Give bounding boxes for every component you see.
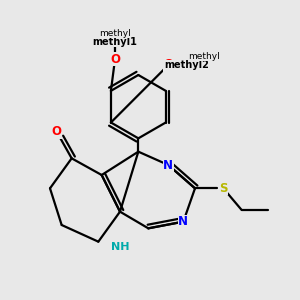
Text: NH: NH xyxy=(111,242,129,252)
Text: O: O xyxy=(110,53,120,66)
Text: methyl: methyl xyxy=(188,52,220,61)
Text: S: S xyxy=(219,182,228,195)
Text: methyl: methyl xyxy=(99,29,131,38)
Text: methyl2: methyl2 xyxy=(164,60,209,70)
Text: O: O xyxy=(163,58,173,71)
Text: methyl1: methyl1 xyxy=(93,37,137,47)
Text: N: N xyxy=(163,158,173,172)
Text: N: N xyxy=(178,215,188,228)
Text: O: O xyxy=(52,125,62,138)
